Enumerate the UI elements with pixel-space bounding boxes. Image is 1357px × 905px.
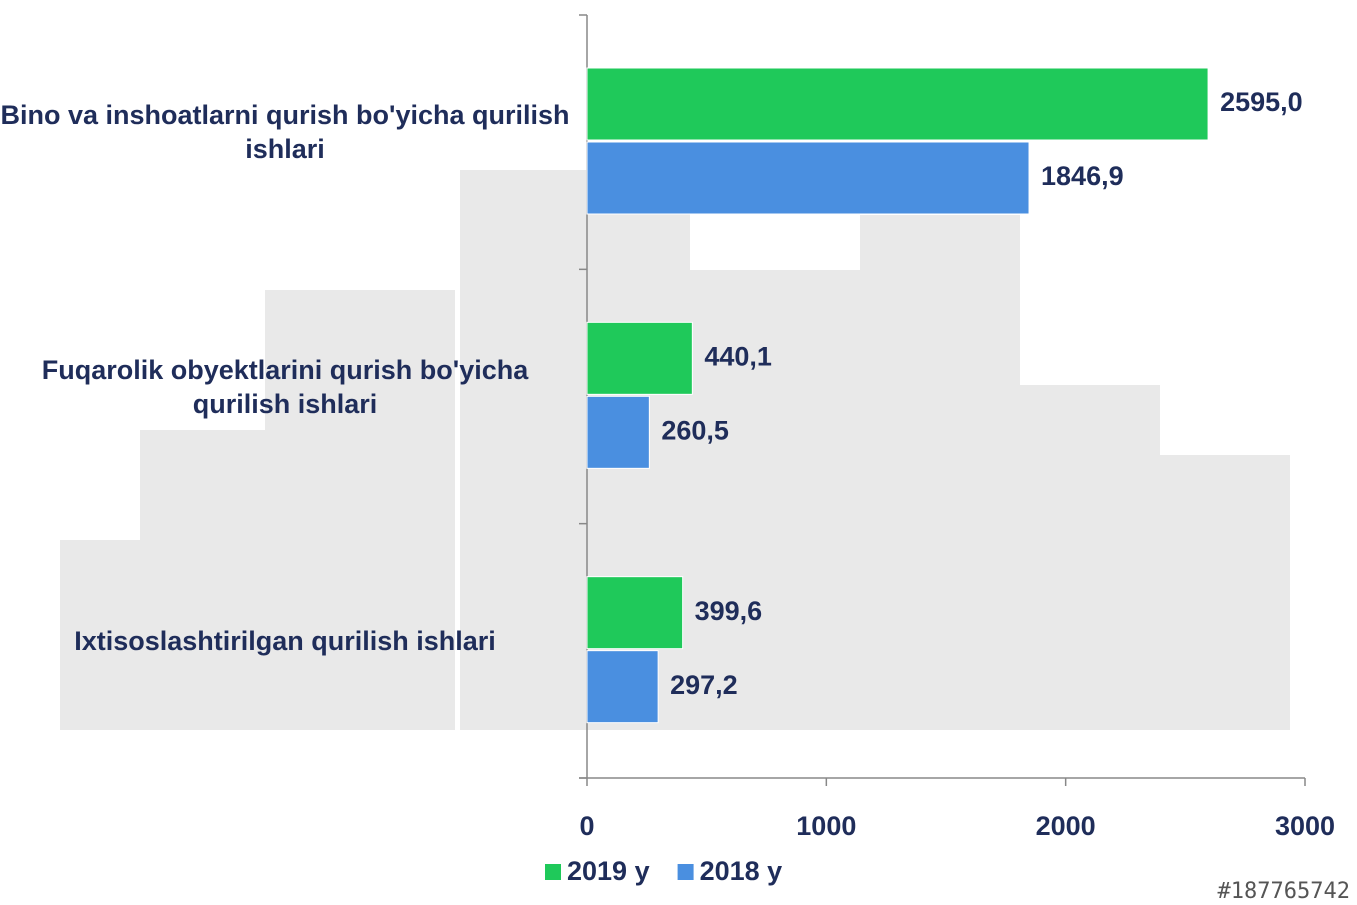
bar <box>586 395 650 469</box>
value-label: 440,1 <box>704 341 772 371</box>
category-label: Bino va inshoatlarni qurish bo'yicha qur… <box>0 100 570 165</box>
legend-label: 2019 y <box>567 856 650 886</box>
bar <box>586 67 1209 141</box>
legend-label: 2018 y <box>700 856 783 886</box>
bar <box>586 141 1030 215</box>
background-buildings <box>60 170 1290 730</box>
value-label: 260,5 <box>661 415 729 445</box>
category-label: Ixtisoslashtirilgan qurilish ishlari <box>74 625 496 656</box>
watermark: #187765742 <box>1218 879 1350 904</box>
value-label: 297,2 <box>670 670 738 700</box>
x-tick-label: 2000 <box>1036 811 1096 841</box>
bar <box>586 321 693 395</box>
value-label: 399,6 <box>695 596 763 626</box>
value-label: 1846,9 <box>1041 161 1124 191</box>
bar <box>586 650 659 724</box>
legend-swatch <box>677 864 694 880</box>
value-label: 2595,0 <box>1220 87 1303 117</box>
bar <box>586 576 684 650</box>
category-label: Fuqarolik obyektlarini qurish bo'yicha q… <box>41 354 529 419</box>
legend-swatch <box>545 864 561 880</box>
x-tick-label: 1000 <box>796 811 856 841</box>
x-tick-label: 0 <box>579 811 594 841</box>
x-tick-label: 3000 <box>1275 811 1335 841</box>
